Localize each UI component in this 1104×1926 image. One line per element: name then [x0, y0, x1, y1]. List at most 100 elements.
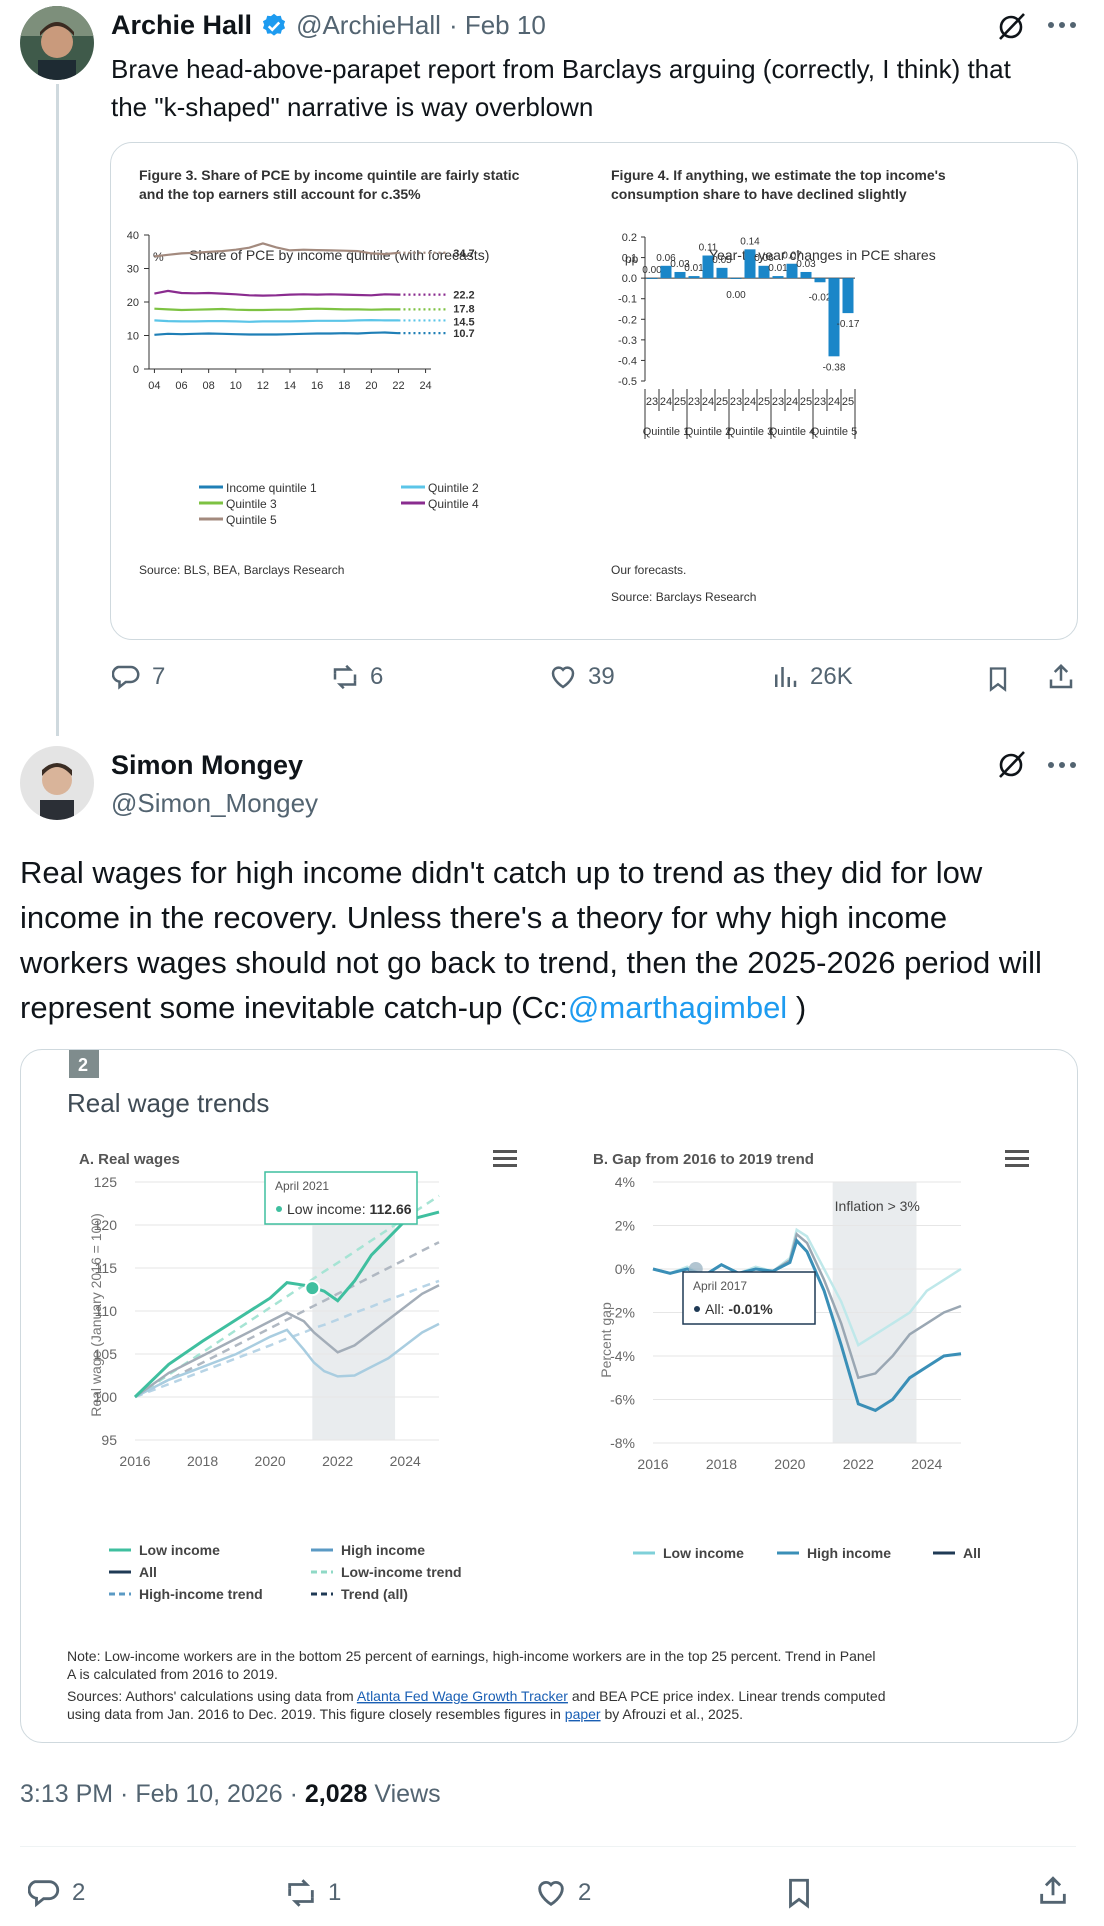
fig4-bar-11 [786, 263, 798, 279]
fig4-unit: pp [625, 252, 639, 266]
fig4-category-label: 25 [674, 396, 686, 408]
bookmark-icon-2[interactable] [782, 1876, 816, 1910]
fig3-x-tick-label: 10 [230, 380, 242, 392]
grok-icon-2[interactable] [994, 746, 1030, 782]
fig4-title-1: Figure 4. If anything, we estimate the t… [611, 167, 946, 183]
fig3-end-label-5: 34.7 [453, 248, 474, 260]
author-name-2[interactable]: Simon Mongey [111, 750, 304, 780]
like-button-2[interactable]: 2 [534, 1876, 591, 1910]
legend-high: High income [341, 1542, 425, 1558]
tweet-text: Brave head-above-parapet report from Bar… [111, 54, 1011, 122]
panelB-y-tick-label: 2% [615, 1218, 635, 1234]
tweet2-line-2: income in the recovery. Unless there's a… [20, 900, 948, 935]
fig4-group-label: Quintile 3 [727, 426, 773, 438]
fig4-category-label: 25 [716, 396, 728, 408]
fig4-y-tick-label: -0.5 [618, 376, 637, 388]
like-button[interactable]: 39 [548, 662, 615, 692]
fig4-chart-title: Year-to-year changes in PCE shares [709, 247, 936, 263]
fig3-end-label-1: 10.7 [453, 328, 474, 340]
share-icon[interactable] [1046, 662, 1076, 692]
bookmark-icon[interactable] [984, 664, 1012, 694]
panelA-y-tick-label: 120 [94, 1217, 118, 1233]
panelB-x-tick-label: 2022 [843, 1456, 874, 1472]
panelA-x-tick-label: 2020 [255, 1453, 286, 1469]
views-label: Views [367, 1780, 441, 1808]
legend-b-low: Low income [663, 1545, 744, 1561]
tweet2-line-4: represent some inevitable catch-up (Cc:@… [20, 985, 1100, 1030]
fig3-x-tick-label: 14 [284, 380, 296, 392]
panelB-tooltip-dot [694, 1306, 700, 1312]
fig4-bar-4 [688, 276, 700, 279]
panelA-line-3 [134, 1284, 440, 1399]
repost-button-2[interactable]: 1 [284, 1876, 341, 1910]
reply-button-2[interactable]: 2 [28, 1876, 85, 1910]
tweet2-text: Real wages for high income didn't catch … [20, 850, 1100, 1030]
fig4-category-label: 24 [744, 396, 756, 408]
heart-icon-2 [538, 1881, 564, 1907]
fig3-x-tick-label: 22 [392, 380, 404, 392]
fig3-y-tick-label: 40 [127, 230, 139, 242]
share-icon-2[interactable] [1036, 1874, 1070, 1908]
fig4-data-label-9: 0.06 [754, 253, 774, 264]
panelB-x-tick-label: 2024 [911, 1456, 942, 1472]
fig4-y-tick-label: 0.0 [622, 273, 637, 285]
views-icon [775, 667, 797, 687]
real-wage-figure-card[interactable]: 2 Real wage trends A. Real wages B. Gap … [20, 1049, 1078, 1743]
paper-link[interactable]: paper [565, 1706, 601, 1722]
views-button[interactable]: 26K [770, 662, 853, 692]
fig4-y-tick-label: -0.3 [618, 335, 637, 347]
tweet2-line-1: Real wages for high income didn't catch … [20, 855, 983, 890]
legend-b-all: All [963, 1545, 981, 1561]
fig3-y-tick-label: 0 [133, 364, 139, 376]
fig3-line-3 [154, 307, 399, 312]
author-handle[interactable]: @ArchieHall [296, 10, 441, 40]
tweet-timestamp[interactable]: 3:13 PM · Feb 10, 2026 · 2,028 Views [20, 1780, 441, 1809]
avatar-simon[interactable] [20, 746, 94, 820]
figure-badge-text: 2 [78, 1055, 88, 1075]
panelA-y-tick-label: 95 [101, 1432, 117, 1448]
author-handle-2[interactable]: @Simon_Mongey [111, 788, 319, 818]
fig4-data-label-12: 0.03 [796, 259, 816, 270]
panelB-shade-label: Inflation > 3% [835, 1198, 920, 1214]
grok-icon[interactable] [994, 8, 1030, 44]
panelB-x-tick-label: 2020 [774, 1456, 805, 1472]
fig4-data-label-15: -0.17 [837, 319, 860, 330]
barclays-figure-card[interactable]: Figure 3. Share of PCE by income quintil… [110, 142, 1078, 640]
more-icon-2[interactable] [1044, 750, 1080, 780]
note-line-2: A is calculated from 2016 to 2019. [67, 1666, 278, 1682]
like-count: 39 [588, 663, 615, 690]
legend-low: Low income [139, 1542, 220, 1558]
fig4-data-label-10: 0.01 [768, 263, 788, 274]
repost-icon-2 [288, 1879, 314, 1907]
fig4-y-tick-label: -0.1 [618, 294, 637, 306]
fig4-category-label: 25 [800, 396, 812, 408]
menu-icon-a[interactable] [493, 1150, 517, 1167]
fig4-category-label: 25 [842, 396, 854, 408]
menu-icon-b[interactable] [1005, 1150, 1029, 1167]
tweet-date[interactable]: · Feb 10 [448, 10, 546, 40]
panelA-x-tick-label: 2016 [119, 1453, 150, 1469]
mention-link[interactable]: @marthagimbel [567, 990, 788, 1025]
atlanta-fed-link[interactable]: Atlanta Fed Wage Growth Tracker [357, 1688, 568, 1704]
fig4-category-label: 24 [702, 396, 714, 408]
fig4-data-label-2: 0.06 [656, 253, 676, 264]
panelB-y-tick-label: -4% [610, 1348, 635, 1364]
avatar-archie[interactable] [20, 6, 94, 80]
fig3-title-1: Figure 3. Share of PCE by income quintil… [139, 167, 520, 183]
heart-icon [551, 666, 575, 689]
more-icon[interactable] [1044, 10, 1080, 40]
figure-badge [69, 1050, 99, 1078]
repost-button[interactable]: 6 [330, 662, 383, 692]
fig4-category-label: 23 [772, 396, 784, 408]
barclays-charts: Figure 3. Share of PCE by income quintil… [127, 167, 946, 604]
legend-b-high: High income [807, 1545, 891, 1561]
fig4-data-label-14: -0.38 [823, 362, 846, 373]
panelB-tooltip-box [682, 1271, 816, 1325]
repost-count: 6 [370, 663, 384, 690]
fig4-group-label: Quintile 1 [643, 426, 689, 438]
fig4-source-text: Source: Barclays Research [611, 590, 756, 604]
figure-title: Real wage trends [67, 1088, 269, 1118]
fig4-bar-12 [800, 271, 812, 279]
author-name[interactable]: Archie Hall [111, 10, 253, 40]
reply-button[interactable]: 7 [112, 662, 165, 692]
